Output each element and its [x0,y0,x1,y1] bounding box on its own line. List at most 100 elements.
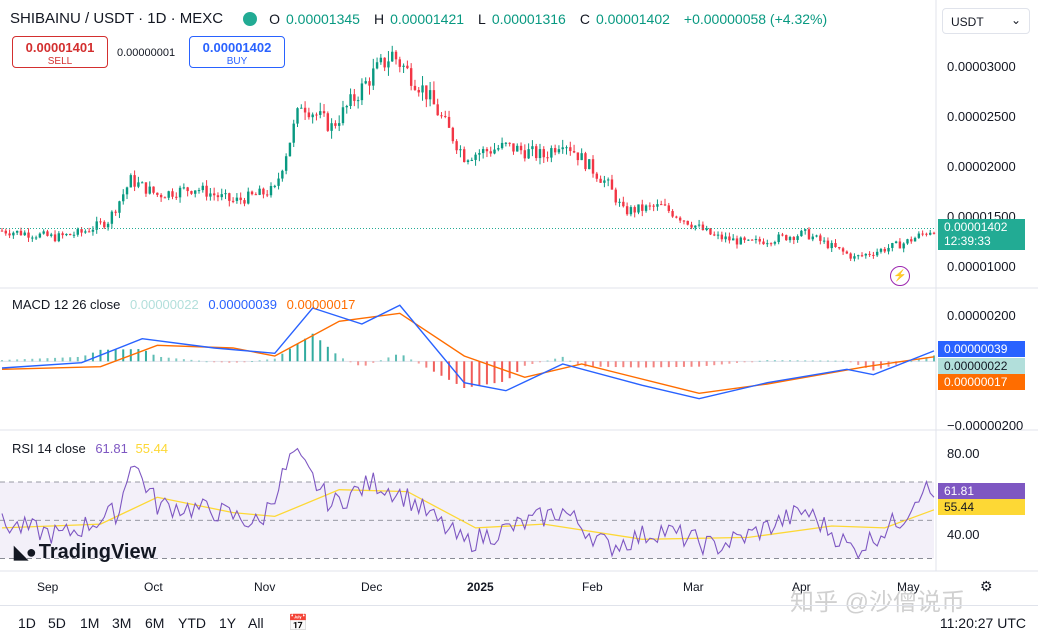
candle-body [694,225,697,228]
candle-body [368,81,371,86]
buy-button[interactable]: 0.00001402 BUY [189,36,285,68]
macd-histogram-bar [933,355,935,362]
candle-body [883,248,886,252]
candle-body [152,186,155,193]
candle-body [133,175,136,187]
macd-histogram-bar [751,361,754,363]
macd-histogram-bar [213,361,216,363]
candle-body [277,178,280,186]
candle-body [508,142,511,144]
candle-body [65,233,68,236]
candle-body [777,234,780,243]
macd-histogram-bar [804,360,807,362]
macd-histogram-bar [910,361,913,363]
macd-histogram-bar [114,349,117,362]
candle-body [728,236,731,241]
candle-body [716,234,720,236]
tradingview-logo-text: TradingView [38,541,157,563]
candle-body [807,229,811,240]
candle-body [671,211,674,217]
settings-gear-icon[interactable]: ⚙ [980,578,993,594]
candle-body [406,65,409,69]
timeframe-5d-button[interactable]: 5D [48,615,66,631]
timeframe-1y-button[interactable]: 1Y [219,615,237,631]
price-axis-label: 0.00003000 [947,59,1016,74]
candle-body [292,123,295,143]
candle-body [197,190,201,192]
sell-button[interactable]: 0.00001401 SELL [12,36,108,68]
macd-histogram-bar [243,361,246,363]
macd-histogram-bar [607,361,610,367]
macd-histogram-bar [417,361,420,364]
candle-body [864,253,868,256]
candle-body [800,230,803,237]
candle-body [542,149,545,158]
candle-body [84,231,87,233]
timeframe-1m-button[interactable]: 1M [80,615,100,631]
candle-body [87,231,91,233]
calendar-range-icon[interactable]: 📅 [288,615,308,632]
chart-canvas[interactable] [0,0,1038,605]
macd-histogram-bar [895,361,898,365]
macd-histogram-bar [516,361,519,372]
timeframe-3m-button[interactable]: 3M [112,615,132,631]
macd-histogram-bar [667,361,670,368]
macd-histogram-bar [76,356,79,362]
candle-body [337,123,341,126]
rsi-legend[interactable]: RSI 14 close 61.81 55.44 [12,441,168,456]
candle-body [76,229,79,235]
macd-histogram-bar [501,361,504,382]
candle-body [140,182,144,184]
timeframe-1d-button[interactable]: 1D [18,615,36,631]
candle-body [599,178,602,183]
macd-legend[interactable]: MACD 12 26 close 0.00000022 0.00000039 0… [12,297,355,312]
macd-histogram-bar [576,361,579,365]
currency-select[interactable]: USDT ⌄ [942,8,1030,34]
macd-histogram-bar [857,361,860,365]
macd-histogram-bar [925,357,928,362]
candle-body [50,234,53,236]
candle-body [409,68,413,86]
candle-body [459,149,462,151]
macd-histogram-bar [235,361,238,363]
timeframe-ytd-button[interactable]: YTD [178,615,206,631]
candle-body [15,230,19,233]
candle-body [216,195,220,198]
candle-body [432,90,436,105]
candle-body [209,193,212,197]
candle-body [8,233,11,236]
candle-body [243,200,246,204]
candle-body [788,237,792,241]
timeframe-all-button[interactable]: All [248,615,264,631]
candle-body [826,240,830,249]
candle-body [4,230,7,234]
clock[interactable]: 11:20:27 UTC [939,615,1026,631]
macd-line-tag: 0.00000039 [938,341,1025,357]
candle-body [356,100,360,102]
macd-histogram-bar [599,361,602,367]
macd-histogram-bar [23,359,26,362]
macd-pane [0,304,936,400]
candle-body [845,251,849,254]
chevron-down-icon: ⌄ [1010,13,1021,27]
candle-body [705,228,708,230]
macd-histogram-bar [463,361,466,388]
candle-body [103,221,106,228]
macd-histogram-bar [190,359,193,362]
lightning-icon[interactable]: ⚡ [890,266,910,286]
macd-histogram-bar [16,359,19,362]
last-price-tag: 0.00001402 12:39:33 [938,219,1025,250]
candle-body [614,189,617,203]
candle-body [584,153,587,170]
macd-histogram-bar [660,361,663,368]
symbol-title[interactable]: SHIBAINU / USDT · 1D · MEXC [10,10,224,27]
timeframe-6m-button[interactable]: 6M [145,615,165,631]
candle-body [834,243,837,248]
candle-body [182,187,186,189]
last-price-value: 0.00001402 [944,220,1008,234]
candle-body [481,149,485,154]
candle-body [910,239,913,242]
macd-histogram-bar [228,361,231,363]
high-label: H [373,10,385,27]
candle-body [758,238,761,242]
